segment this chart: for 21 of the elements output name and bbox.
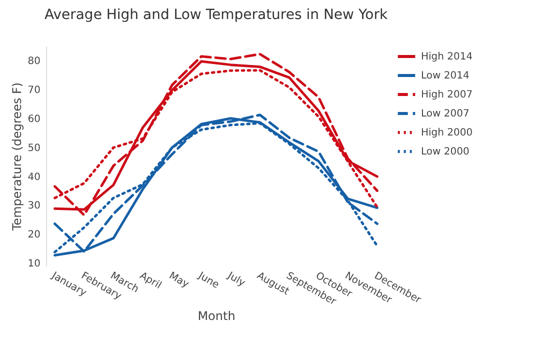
y-tick-label: 40 [28, 172, 40, 183]
legend-label: High 2007 [421, 90, 473, 100]
y-tick-label: 10 [28, 258, 40, 270]
y-tick-label: 70 [28, 84, 40, 96]
x-tick-label: June [195, 270, 221, 291]
legend-label: Low 2000 [421, 146, 470, 158]
legend-label: High 2000 [421, 128, 473, 138]
chart-title: Average High and Low Temperatures in New York [44, 7, 388, 23]
y-axis-title: Temperature (degrees F) [10, 82, 24, 232]
y-tick-label: 80 [28, 56, 40, 67]
y-tick-label: 20 [28, 230, 40, 241]
x-tick-label: April [138, 270, 164, 292]
y-tick-label: 60 [28, 114, 40, 125]
x-tick-label: May [167, 270, 191, 290]
legend-label: Low 2007 [421, 108, 470, 120]
x-axis-title: Month [198, 308, 236, 323]
x-tick-label: July [224, 270, 247, 290]
y-tick-label: 50 [28, 142, 40, 154]
legend-label: Low 2014 [421, 70, 470, 82]
legend-label: High 2014 [421, 52, 473, 62]
y-tick-label: 30 [28, 200, 40, 212]
